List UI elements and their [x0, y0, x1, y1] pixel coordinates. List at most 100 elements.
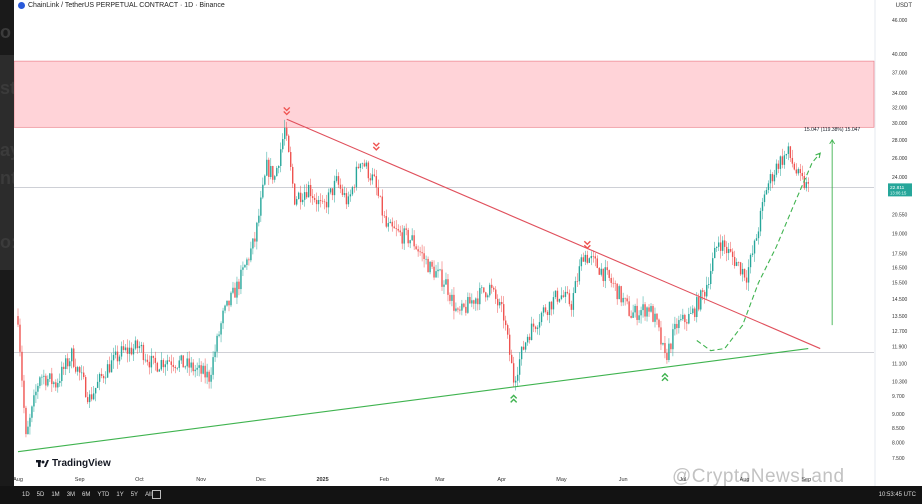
- candle: [743, 268, 746, 281]
- measure-label: 15.047 (119.38%) 15.047: [804, 127, 860, 133]
- range-button-5y[interactable]: 5Y: [130, 492, 139, 498]
- utc-clock: 10:53:45 UTC: [878, 492, 916, 498]
- candle: [256, 221, 258, 250]
- candle-body: [795, 169, 798, 174]
- candle-body: [423, 253, 425, 260]
- candle: [674, 316, 676, 336]
- ghost-text: o: [0, 22, 11, 42]
- candle-body: [741, 268, 744, 275]
- candle-body: [357, 166, 360, 169]
- y-tick-label: 26.000: [892, 156, 908, 162]
- candle: [138, 341, 141, 353]
- candle: [522, 340, 525, 351]
- chart-frame[interactable]: 46.000 40.000 37.000 34.000 32.000 30.000 28.0…: [14, 0, 922, 486]
- candle-body: [493, 287, 495, 290]
- candle-body: [284, 127, 286, 140]
- candle-body: [383, 215, 385, 217]
- candle-body: [264, 175, 266, 185]
- candle: [266, 151, 268, 177]
- range-button-1d[interactable]: 1D: [22, 492, 30, 498]
- candle: [562, 290, 565, 298]
- candle-body: [309, 184, 312, 197]
- y-tick-label: 9.000: [892, 412, 905, 418]
- candle-body: [487, 295, 489, 298]
- candle: [286, 121, 288, 141]
- candle-body: [684, 314, 686, 323]
- candle-body: [759, 210, 762, 232]
- candle-body: [282, 139, 284, 150]
- resistance-zone-layer: [14, 60, 875, 128]
- range-button-5d[interactable]: 5D: [36, 492, 45, 498]
- range-button-1y[interactable]: 1Y: [116, 492, 124, 498]
- candle: [339, 178, 342, 194]
- range-button-1m[interactable]: 1M: [51, 492, 60, 498]
- candle-body: [19, 324, 21, 352]
- y-tick-label: 15.500: [892, 281, 908, 287]
- candle: [363, 159, 366, 168]
- calendar-icon[interactable]: [152, 490, 161, 499]
- candle-body: [210, 374, 212, 382]
- candle: [610, 273, 612, 288]
- x-tick-label: Sep: [75, 477, 85, 483]
- range-button-6m[interactable]: 6M: [82, 492, 91, 498]
- range-button-3m[interactable]: 3M: [66, 492, 76, 498]
- candle: [204, 358, 206, 384]
- candle: [477, 290, 479, 311]
- candle-body: [84, 377, 87, 398]
- y-tick-label: 9.700: [892, 394, 905, 400]
- tradingview-logo[interactable]: TradingView: [36, 458, 111, 469]
- candle: [463, 302, 465, 309]
- candle: [779, 155, 782, 176]
- candle: [487, 293, 489, 301]
- candle-body: [437, 269, 439, 272]
- candle-body: [449, 294, 451, 301]
- candle: [759, 207, 762, 237]
- candle: [767, 180, 770, 194]
- range-button-all[interactable]: All: [145, 492, 152, 498]
- candle-body: [499, 301, 501, 306]
- y-tick-label: 30.000: [892, 121, 908, 127]
- candle: [704, 289, 706, 304]
- candle: [222, 307, 224, 330]
- candle-body: [719, 242, 722, 251]
- candle: [644, 301, 646, 321]
- candle: [793, 161, 796, 171]
- candle-body: [55, 382, 57, 388]
- candle: [51, 367, 53, 393]
- candle-body: [41, 376, 43, 378]
- candle-body: [628, 301, 630, 316]
- candle-body: [116, 351, 119, 362]
- price-chart[interactable]: 46.000 40.000 37.000 34.000 32.000 30.000 28.0…: [14, 0, 922, 486]
- y-tick-label: 13.500: [892, 314, 908, 320]
- candle-body: [212, 357, 214, 375]
- candle-body: [120, 346, 123, 357]
- candle: [216, 333, 218, 358]
- symbol-title: ChainLink / TetherUS PERPETUAL CONTRACT …: [28, 2, 225, 9]
- candle-body: [69, 361, 71, 367]
- candle: [389, 219, 391, 224]
- candle: [769, 169, 772, 191]
- candle-body: [775, 163, 778, 175]
- candle: [333, 175, 336, 203]
- candle: [65, 354, 67, 376]
- candle-body: [202, 365, 204, 374]
- bearish-marker-icon: [583, 240, 591, 250]
- candle-body: [461, 303, 463, 311]
- candle: [712, 252, 714, 274]
- candle: [431, 260, 433, 269]
- range-button-ytd[interactable]: YTD: [97, 492, 110, 498]
- candle-body: [77, 367, 79, 372]
- candle: [21, 345, 23, 388]
- candle: [461, 299, 463, 316]
- candle: [53, 380, 55, 388]
- candle: [662, 342, 664, 346]
- candle-body: [206, 371, 208, 378]
- candle-body: [727, 249, 730, 254]
- candle-body: [222, 310, 224, 324]
- candle-body: [526, 336, 529, 343]
- candle: [146, 354, 149, 366]
- candle-body: [49, 373, 51, 379]
- candle: [590, 251, 592, 266]
- candle-body: [431, 261, 433, 267]
- candle: [763, 190, 766, 207]
